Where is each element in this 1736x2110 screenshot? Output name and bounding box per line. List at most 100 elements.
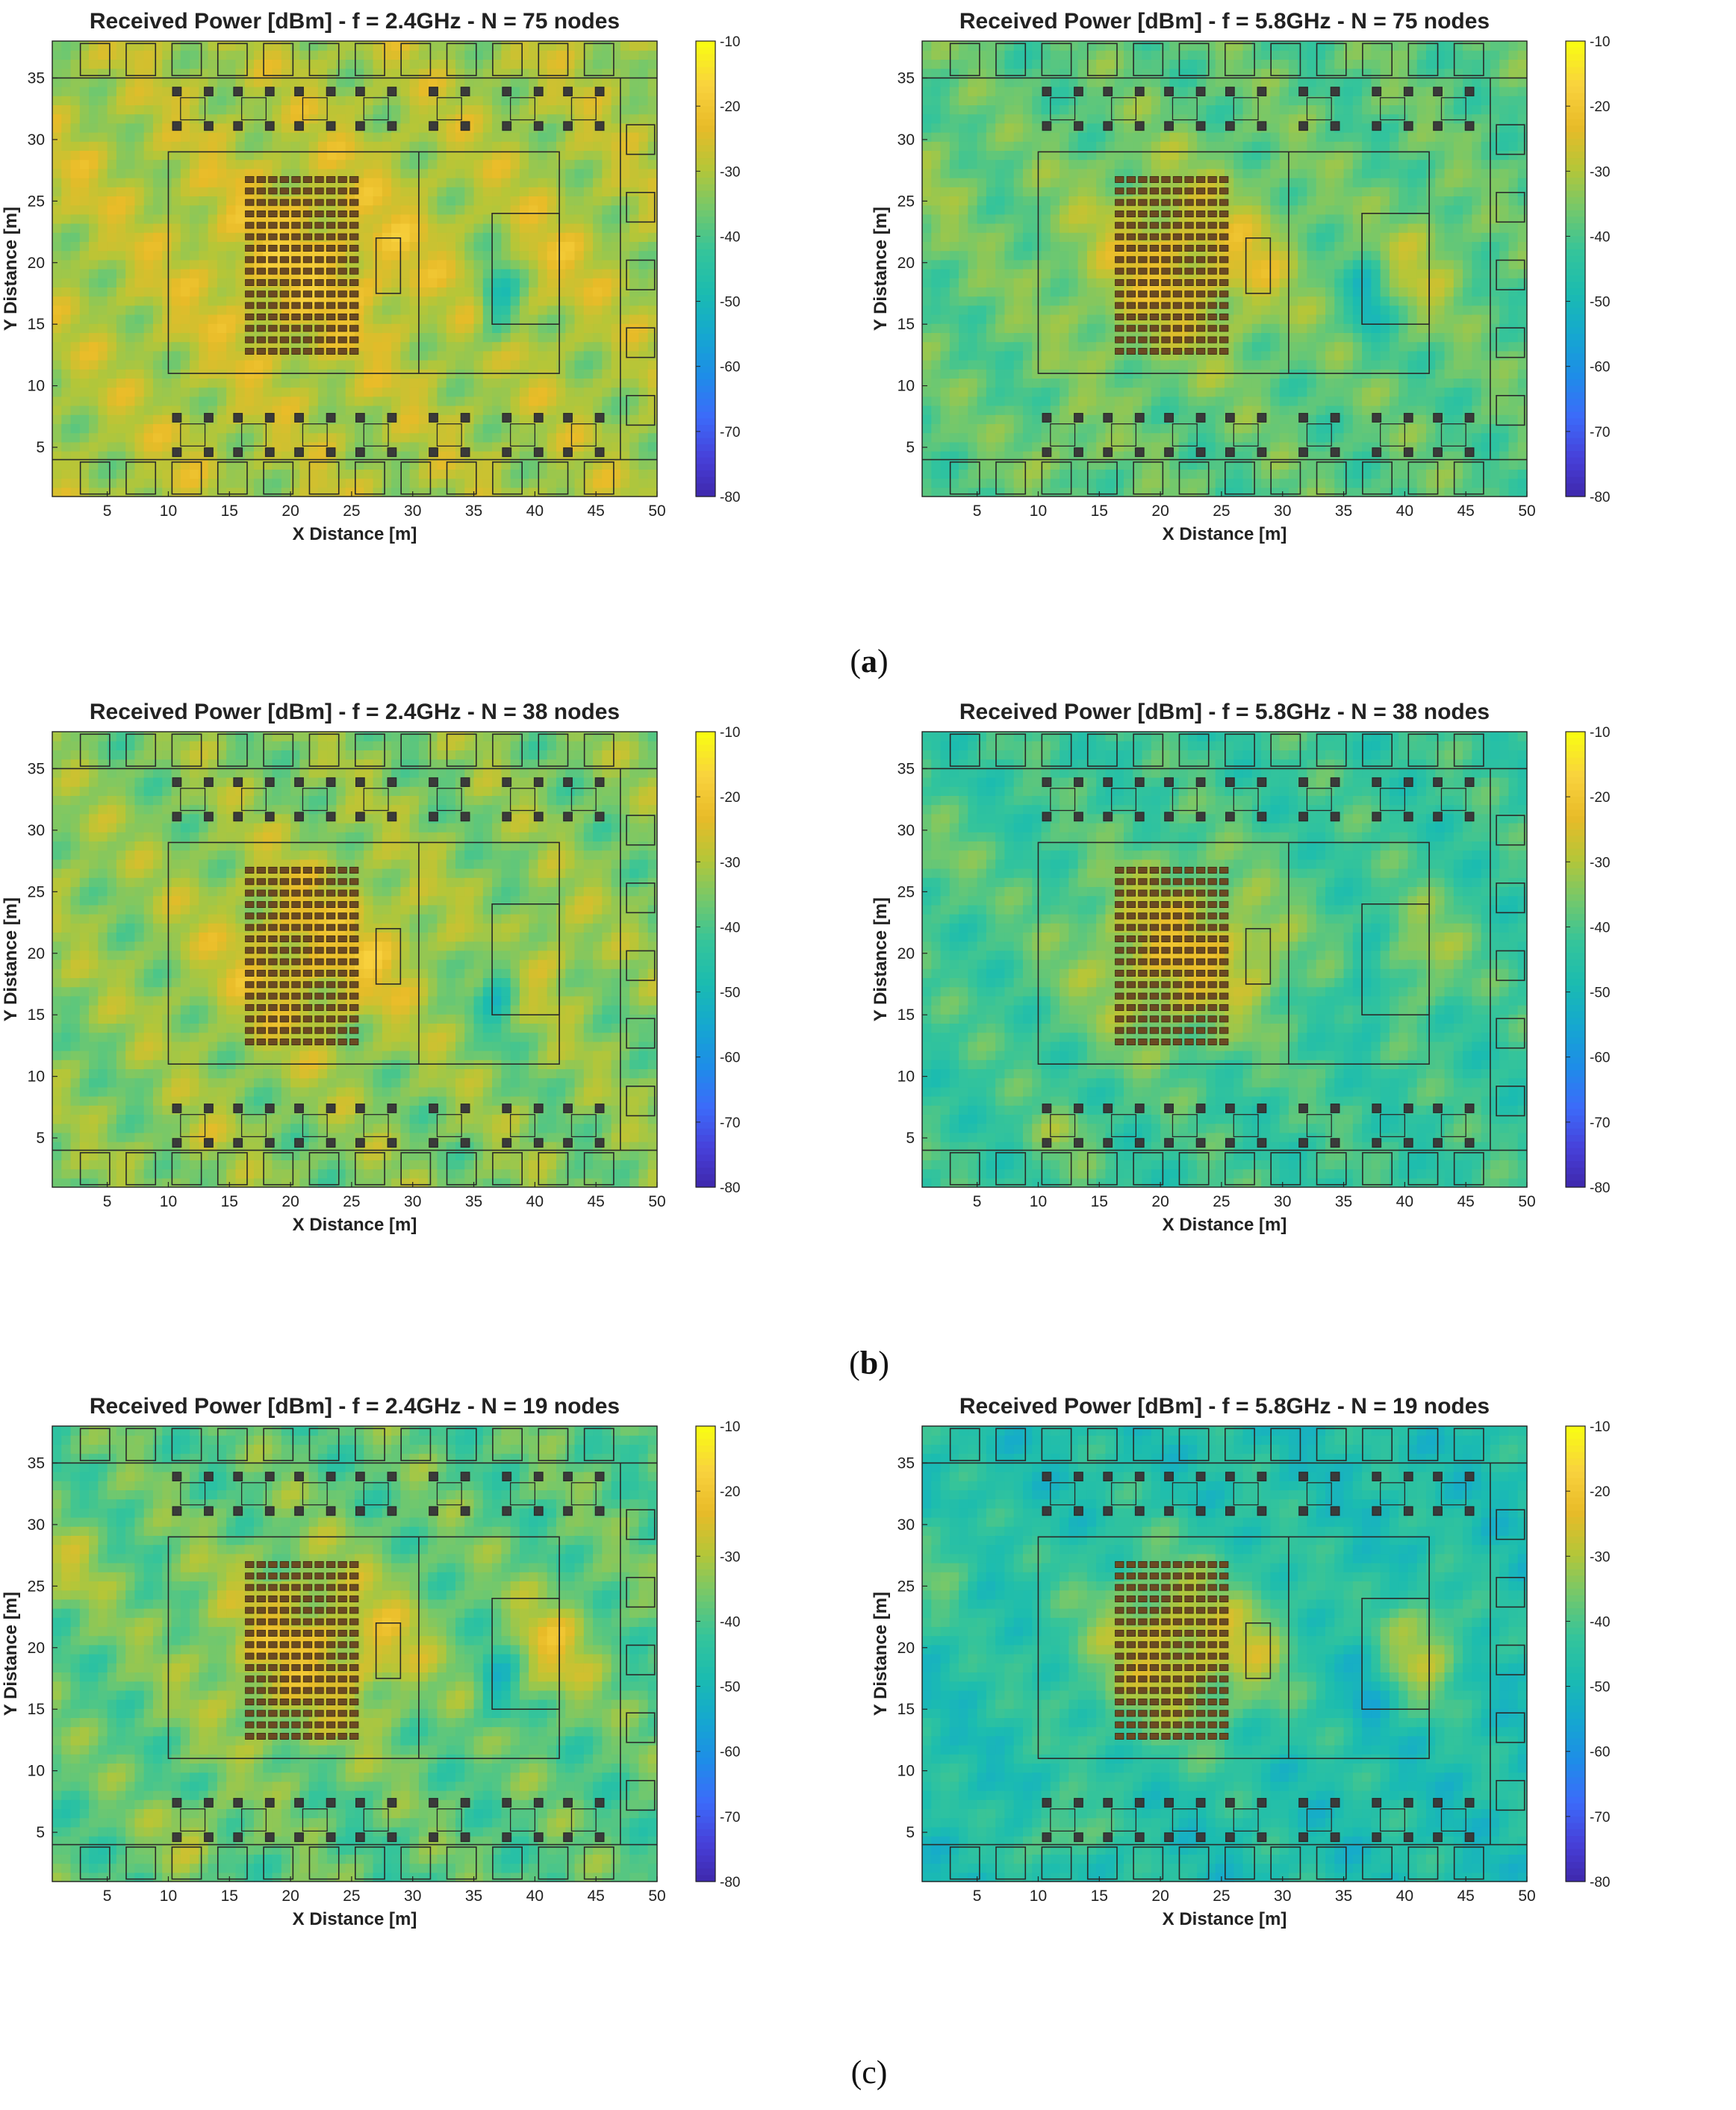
seat (1219, 1687, 1229, 1694)
seat (268, 1607, 278, 1614)
chair (460, 1832, 470, 1843)
chair (233, 1472, 243, 1482)
colorbar-segment (1566, 431, 1585, 439)
table (1440, 788, 1466, 812)
seat (245, 1629, 255, 1637)
colorbar-segment (1566, 1063, 1585, 1071)
seat (1195, 1027, 1206, 1034)
table (240, 1482, 267, 1506)
seat (302, 935, 313, 942)
chair (502, 1104, 512, 1113)
seat (291, 958, 301, 965)
plot-frame (52, 731, 658, 1188)
seat (1184, 958, 1194, 965)
seat (256, 1652, 266, 1660)
chair (1330, 413, 1340, 423)
ceiling-box (626, 1509, 656, 1540)
x-tick-label: 20 (1151, 502, 1169, 520)
ceiling-box (1270, 1846, 1301, 1880)
chair (387, 1104, 397, 1113)
colorbar-segment (1566, 87, 1585, 94)
colorbar-segment (696, 1056, 715, 1065)
ceiling-box (1086, 43, 1118, 76)
seat (1195, 969, 1206, 977)
seat (279, 900, 290, 908)
chair (460, 1138, 470, 1148)
chair (264, 447, 275, 458)
colorbar-segment (1566, 1549, 1585, 1557)
colorbar-segment (1566, 1451, 1585, 1460)
colorbar-segment (696, 1784, 715, 1791)
seat (245, 1003, 255, 1011)
y-tick-label: 5 (906, 1824, 915, 1841)
seat (302, 222, 313, 229)
chair (1257, 1506, 1267, 1516)
seat (1207, 1607, 1217, 1614)
x-tick-label: 20 (1151, 1193, 1169, 1210)
seat (314, 313, 324, 320)
seat (1115, 1710, 1124, 1717)
colorbar-segment (1566, 1842, 1585, 1850)
chair (563, 777, 573, 788)
seat (314, 947, 324, 954)
seat (291, 924, 301, 931)
x-tick-label: 25 (343, 502, 360, 520)
seat (1149, 912, 1160, 920)
seat (1172, 947, 1183, 954)
seat (279, 1607, 290, 1614)
table (509, 1114, 536, 1138)
chair (1464, 1798, 1475, 1808)
ceiling-box (1041, 43, 1072, 76)
chair (326, 1506, 336, 1516)
x-tick-label: 25 (343, 1193, 360, 1210)
seat (268, 256, 278, 264)
colorbar-segment (1566, 281, 1585, 289)
colorbar-segment (1566, 158, 1585, 166)
seat (279, 210, 290, 217)
table (436, 1114, 462, 1138)
colorbar-segment (696, 119, 715, 126)
seat (302, 1618, 313, 1625)
chair (1195, 1506, 1206, 1516)
ceiling-box (492, 733, 523, 767)
chair (429, 1832, 438, 1843)
chair (355, 1832, 365, 1843)
ceiling-box (217, 43, 248, 76)
seat (256, 1732, 266, 1740)
table (180, 788, 206, 812)
chair (264, 1798, 275, 1808)
colorbar-segment (1566, 243, 1585, 250)
chair (1433, 777, 1443, 788)
ceiling-box (125, 43, 157, 76)
y-tick-label: 20 (897, 255, 915, 272)
seat (245, 278, 255, 286)
seat-grid (245, 175, 359, 355)
seat (1184, 175, 1194, 183)
seat (1126, 912, 1136, 920)
colorbar-segment (696, 1719, 715, 1726)
seat (1219, 924, 1229, 931)
seat (245, 958, 255, 965)
seat (1195, 256, 1206, 264)
table (240, 1808, 267, 1832)
seat (279, 1710, 290, 1717)
ceiling-box (626, 327, 656, 358)
seat (1184, 1732, 1194, 1740)
seat (302, 187, 313, 195)
ceiling-box (949, 1428, 980, 1461)
chair (594, 1138, 605, 1148)
seat (302, 878, 313, 886)
chair (1042, 777, 1052, 788)
table (1440, 1808, 1466, 1832)
x-tick-label: 30 (404, 502, 421, 520)
y-tick-label: 35 (28, 760, 45, 777)
seat (1149, 302, 1160, 309)
chair (563, 1832, 573, 1843)
seat (279, 187, 290, 195)
seat (1184, 1721, 1194, 1728)
seat (314, 866, 324, 874)
colorbar-segment (1566, 946, 1585, 953)
colorbar-segment (696, 972, 715, 980)
colorbar-segment (696, 1504, 715, 1511)
colorbar-segment (696, 927, 715, 934)
